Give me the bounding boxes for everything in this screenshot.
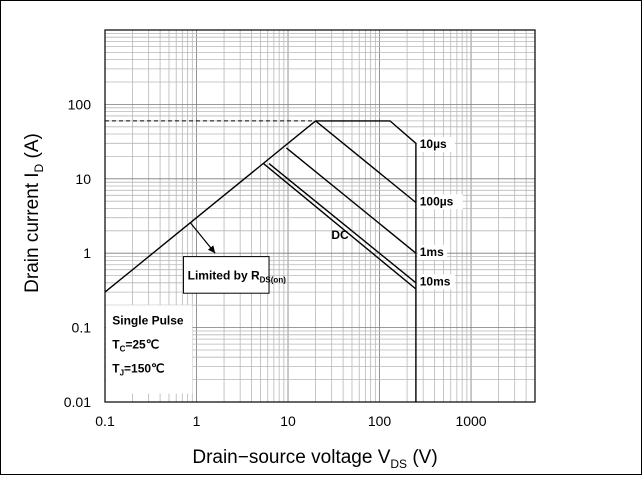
x-tick-labels: 0.1 1 10 100 1000 xyxy=(95,413,487,429)
series-label-10ms: 10ms xyxy=(420,274,451,288)
series-line-limited-by-r xyxy=(104,120,317,293)
plot-area xyxy=(104,29,536,403)
y-axis-label: Drain current ID (A) xyxy=(22,133,46,293)
x-axis-label: Drain−source voltage VDS (V) xyxy=(192,447,437,471)
x-tick-label: 10 xyxy=(280,413,296,429)
series-line-1ms xyxy=(285,147,417,254)
series-line-100-s xyxy=(315,120,417,204)
y-tick-label: 0.1 xyxy=(72,320,92,336)
y-tick-labels: 0.01 0.1 1 10 100 xyxy=(64,96,91,410)
condition-case-temp: TC=25℃ xyxy=(112,338,159,354)
x-tick-label: 100 xyxy=(368,413,392,429)
series-label-100-s: 100µs xyxy=(420,194,454,208)
series-label-1ms: 1ms xyxy=(420,245,444,259)
y-tick-label: 1 xyxy=(83,245,91,261)
limited-by-arrowhead xyxy=(207,245,216,254)
series-label-10-s: 10µs xyxy=(420,137,447,151)
condition-single-pulse: Single Pulse xyxy=(112,314,184,328)
condition-junction-temp: TJ=150℃ xyxy=(112,361,164,377)
y-tick-label: 100 xyxy=(68,96,92,112)
series-label-bg xyxy=(417,244,448,260)
x-tick-label: 1000 xyxy=(455,413,486,429)
grid xyxy=(105,30,535,402)
series-label-bg xyxy=(417,274,455,290)
conditions-box xyxy=(106,305,193,394)
series-line-10-s xyxy=(315,120,417,402)
series-lines xyxy=(104,120,417,402)
series-label-dc: DC xyxy=(331,228,349,242)
y-tick-label: 10 xyxy=(75,171,91,187)
x-tick-label: 1 xyxy=(193,413,201,429)
limited-by-label: Limited by RDS(on) xyxy=(188,269,287,285)
series-line-dc xyxy=(263,163,417,290)
curve-labels: DC 10ms 1ms 100µs 10µs xyxy=(331,136,463,290)
limited-by-label-box xyxy=(182,256,270,294)
series-label-bg xyxy=(417,136,455,152)
y-tick-label: 0.01 xyxy=(64,394,91,410)
series-label-bg xyxy=(417,194,463,210)
series-line-10ms xyxy=(268,163,417,284)
x-tick-label: 0.1 xyxy=(95,413,115,429)
